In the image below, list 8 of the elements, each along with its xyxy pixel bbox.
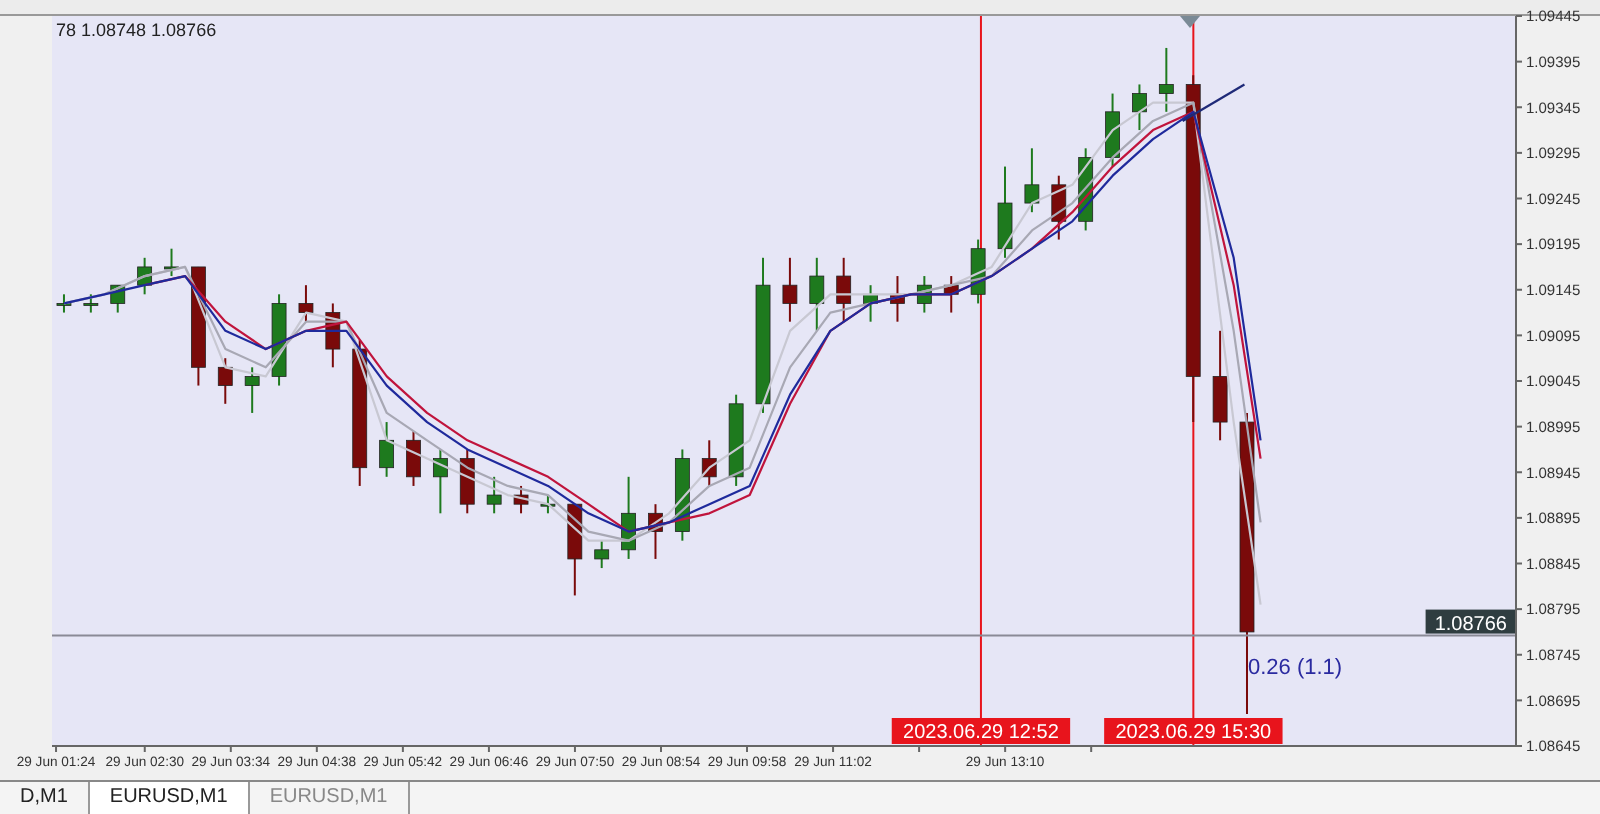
annotation: 0.26 (1.1) — [1248, 656, 1343, 680]
ref-line-label: 1.08766 — [1434, 613, 1508, 636]
ref-line-label: 2023.06.29 12:52 — [903, 722, 1060, 744]
ref-line-label: 2023.06.29 15:30 — [1115, 722, 1273, 744]
annotation: 78 1.08748 1.08766 — [56, 20, 217, 40]
text: D,M1 — [0, 782, 90, 814]
text: EURUSD,M1 — [89, 782, 250, 814]
text: EURUSD,M1 — [249, 782, 410, 814]
